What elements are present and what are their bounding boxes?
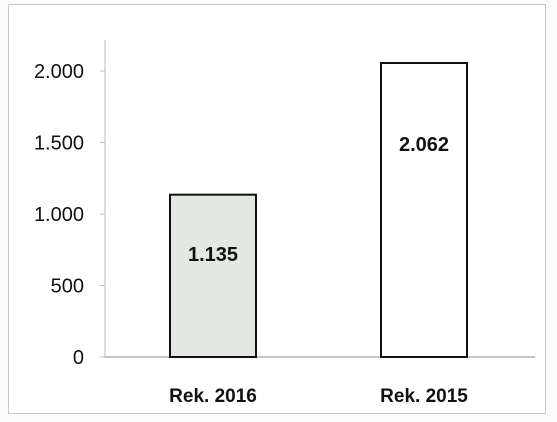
y-tick-label: 2.000 bbox=[34, 61, 84, 83]
data-label: 1.135 bbox=[188, 244, 238, 266]
bar-2 bbox=[380, 62, 468, 358]
bar-1 bbox=[169, 193, 257, 358]
y-tick-label: 500 bbox=[51, 276, 84, 298]
x-category-label: Rek. 2015 bbox=[380, 386, 468, 407]
y-tick-label: 1.000 bbox=[34, 204, 84, 226]
y-tick-group: 0 500 1.000 1.500 2.000 bbox=[34, 61, 105, 369]
x-category-label: Rek. 2016 bbox=[169, 386, 257, 407]
y-tick-label: 1.500 bbox=[34, 133, 84, 155]
y-tick-label: 0 bbox=[73, 347, 84, 369]
data-label: 2.062 bbox=[399, 134, 449, 156]
label-group: 1.135 Rek. 2016 2.062 Rek. 2015 bbox=[169, 134, 468, 407]
bar-group bbox=[169, 62, 468, 358]
